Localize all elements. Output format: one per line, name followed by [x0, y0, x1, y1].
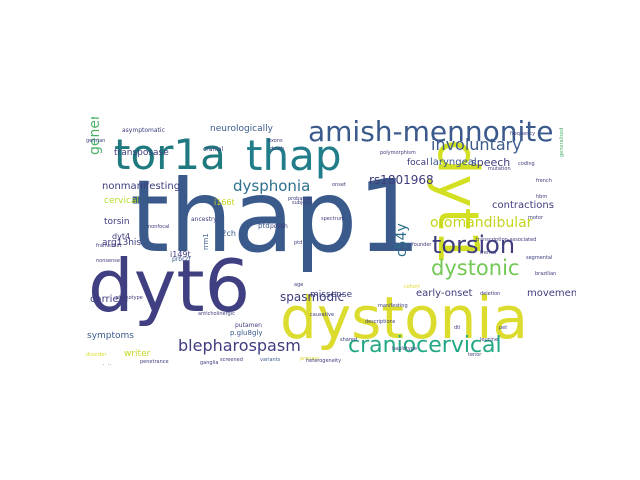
word-haplotype: haplotype — [392, 346, 418, 352]
word-anticholinergic: anticholinergic — [198, 311, 235, 317]
word-dyt4: dyt4 — [112, 232, 131, 241]
word-arg13his: arg13his — [102, 238, 142, 248]
word-deletion: deletion — [480, 291, 501, 297]
word-i166t: i166t — [214, 198, 235, 207]
word-tor1a: tor1a — [114, 130, 226, 179]
word-mutation: mutation — [488, 166, 511, 172]
word-onset: onset — [332, 182, 346, 188]
word-french: french — [536, 178, 552, 184]
word-descriptions: descriptions — [365, 319, 396, 325]
word-disorder: disorder — [86, 352, 107, 358]
word-focal: focal — [407, 158, 429, 168]
word-hbm: hbm — [536, 194, 548, 200]
word-ptd-small: ptd — [294, 240, 303, 246]
word-causative: causative — [310, 312, 335, 318]
word-transcription-associated: transcription-associated — [476, 237, 537, 243]
word-dysphonia: dysphonia — [233, 177, 311, 195]
word-screened: screened — [220, 357, 243, 363]
word-writer: writer — [124, 349, 151, 359]
word-craniocervical: craniocervical — [348, 333, 502, 358]
word-motor: motor — [528, 215, 544, 221]
word-dystonia: dystonia — [280, 284, 529, 352]
word-dystonic: dystonic — [431, 256, 520, 280]
word-amish-mennonite: amish-mennonite — [308, 117, 554, 148]
word-c54y: c54y — [394, 223, 410, 257]
word-penetrance: penetrance — [140, 359, 169, 365]
word-thap: thap — [246, 131, 342, 180]
word-asymptomatic: asymptomatic — [122, 127, 165, 134]
word-c2ch: c2ch — [217, 229, 236, 238]
word-ptd: ptd — [258, 222, 270, 230]
word-neurologically: neurologically — [210, 124, 273, 134]
word-rrm1: rrm1 — [202, 233, 210, 250]
word-generalized: generalized — [87, 117, 103, 155]
word-subjects: subjects — [292, 200, 313, 206]
word-frequency: frequency — [510, 131, 536, 137]
word-phenotype: phenotype — [116, 295, 143, 301]
word-nonmanifesting: nonmanifesting — [102, 181, 181, 192]
word-laryngeal: laryngeal — [430, 157, 477, 168]
word-tremor: tremor — [480, 250, 497, 256]
word-idiopathic: idiopathic — [389, 217, 395, 242]
word-polymorphism: polymorphism — [380, 150, 416, 156]
word-age: age — [294, 282, 304, 288]
word-p-glu8gly: p.glu8gly — [230, 329, 263, 337]
word-manifesting: manifesting — [378, 303, 408, 309]
word-variants: variants — [260, 357, 281, 363]
word-heterogeneity: heterogeneity — [306, 358, 342, 364]
word-cloud: thap1 dyt6 dystonia dyt1 tor1a thap amis… — [80, 117, 576, 365]
word-torsion: torsion — [432, 231, 516, 259]
word-german: german — [86, 138, 106, 144]
word-cervical: cervical — [104, 196, 139, 206]
word-dti: dti — [454, 325, 461, 331]
word-missense: missense — [310, 290, 353, 300]
word-spasmodic: spasmodic — [280, 290, 345, 304]
word-brazilian: brazilian — [535, 271, 557, 277]
word-spectrum: spectrum — [321, 216, 345, 222]
word-rs1801968: rs1801968 — [369, 173, 434, 187]
word-tenor: tenor — [468, 352, 482, 358]
word-putamen: putamen — [235, 322, 262, 329]
word-nonsense: nonsense — [96, 258, 120, 264]
word-founder: founder — [412, 242, 432, 248]
word-segmental: segmental — [526, 255, 553, 261]
word-probands: probands — [288, 196, 312, 202]
word-cohort: cohort — [404, 284, 421, 290]
word-early-onset: early-onset — [416, 288, 473, 299]
word-blepharospasm: blepharospasm — [178, 336, 301, 355]
word-exons: exons — [268, 138, 283, 144]
word-transposase: transposase — [114, 148, 169, 158]
word-generalised: generalised — [559, 127, 565, 157]
word-ganglia: ganglia — [200, 360, 219, 366]
word-ancestry: ancestry — [191, 216, 217, 223]
word-pet: pet — [499, 325, 508, 331]
word-polish: polish — [270, 223, 288, 230]
word-coding: coding — [518, 161, 535, 167]
word-i149t: i149t — [170, 250, 191, 259]
word-movement: movement — [527, 288, 576, 299]
word-oromandibular: oromandibular — [430, 215, 533, 231]
word-contractions: contractions — [492, 200, 554, 211]
word-symptoms: symptoms — [87, 331, 134, 341]
word-frameshift: frameshift — [96, 243, 122, 249]
word-carriers: carriers — [90, 294, 128, 305]
word-cranial: cranial — [203, 146, 224, 153]
word-thap1: thap1 — [130, 158, 421, 275]
word-torsin: torsin — [104, 217, 130, 227]
word-prbr2f: prbr2f — [172, 256, 191, 263]
word-nonfocal: nonfocal — [148, 224, 170, 230]
word-leucine: leucine — [480, 337, 499, 343]
word-primary: primary — [300, 356, 320, 362]
word-dyt6: dyt6 — [88, 244, 251, 328]
word-shared: shared — [340, 337, 358, 343]
word-involuntary: involuntary — [431, 135, 522, 154]
word-dutch: dutch — [270, 146, 285, 152]
word-speech: speech — [471, 156, 511, 169]
